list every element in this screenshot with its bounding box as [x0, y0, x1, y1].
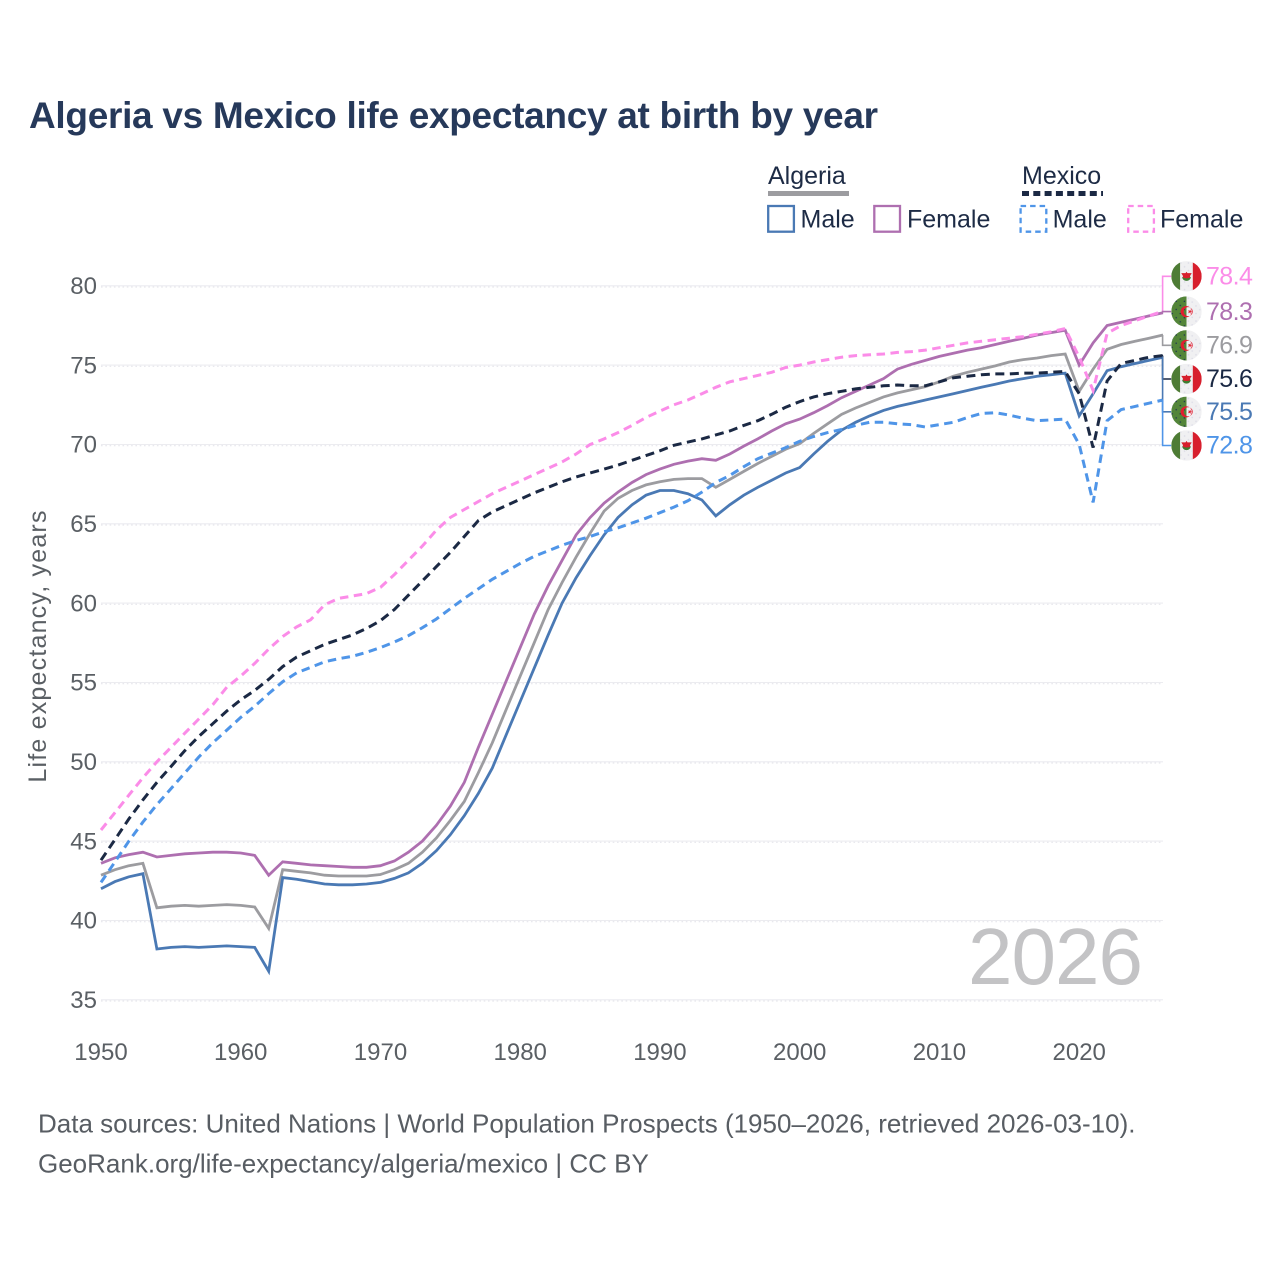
- svg-text:72.8: 72.8: [1206, 432, 1252, 460]
- svg-text:2020: 2020: [1053, 1039, 1106, 1066]
- svg-text:Life expectancy, years: Life expectancy, years: [24, 509, 52, 782]
- svg-text:75.6: 75.6: [1206, 365, 1252, 393]
- svg-text:2010: 2010: [913, 1039, 966, 1066]
- svg-text:2026: 2026: [968, 912, 1142, 1001]
- svg-text:60: 60: [70, 590, 97, 617]
- svg-text:2000: 2000: [773, 1039, 826, 1066]
- svg-text:78.4: 78.4: [1206, 263, 1253, 291]
- svg-text:35: 35: [70, 987, 97, 1014]
- svg-text:Male: Male: [1053, 206, 1107, 234]
- svg-text:78.3: 78.3: [1206, 298, 1252, 326]
- svg-text:55: 55: [70, 670, 97, 697]
- svg-text:75.5: 75.5: [1206, 398, 1252, 426]
- svg-text:50: 50: [70, 749, 97, 776]
- svg-text:Data sources: United Nations |: Data sources: United Nations | World Pop…: [38, 1109, 1135, 1139]
- svg-text:75: 75: [70, 352, 97, 379]
- svg-text:1960: 1960: [214, 1039, 267, 1066]
- svg-text:Algeria: Algeria: [768, 162, 846, 190]
- svg-text:1950: 1950: [74, 1039, 127, 1066]
- svg-text:1990: 1990: [633, 1039, 686, 1066]
- svg-text:45: 45: [70, 828, 97, 855]
- svg-text:GeoRank.org/life-expectancy/al: GeoRank.org/life-expectancy/algeria/mexi…: [38, 1149, 649, 1179]
- svg-text:76.9: 76.9: [1206, 332, 1252, 360]
- svg-text:Algeria vs Mexico life expecta: Algeria vs Mexico life expectancy at bir…: [29, 95, 878, 136]
- svg-text:Mexico: Mexico: [1022, 162, 1101, 190]
- svg-text:70: 70: [70, 432, 97, 459]
- svg-text:Male: Male: [801, 206, 855, 234]
- svg-text:80: 80: [70, 273, 97, 300]
- svg-text:Female: Female: [907, 206, 990, 234]
- svg-text:Female: Female: [1160, 206, 1243, 234]
- svg-text:65: 65: [70, 511, 97, 538]
- svg-text:1980: 1980: [494, 1039, 547, 1066]
- svg-text:40: 40: [70, 908, 97, 935]
- svg-text:1970: 1970: [354, 1039, 407, 1066]
